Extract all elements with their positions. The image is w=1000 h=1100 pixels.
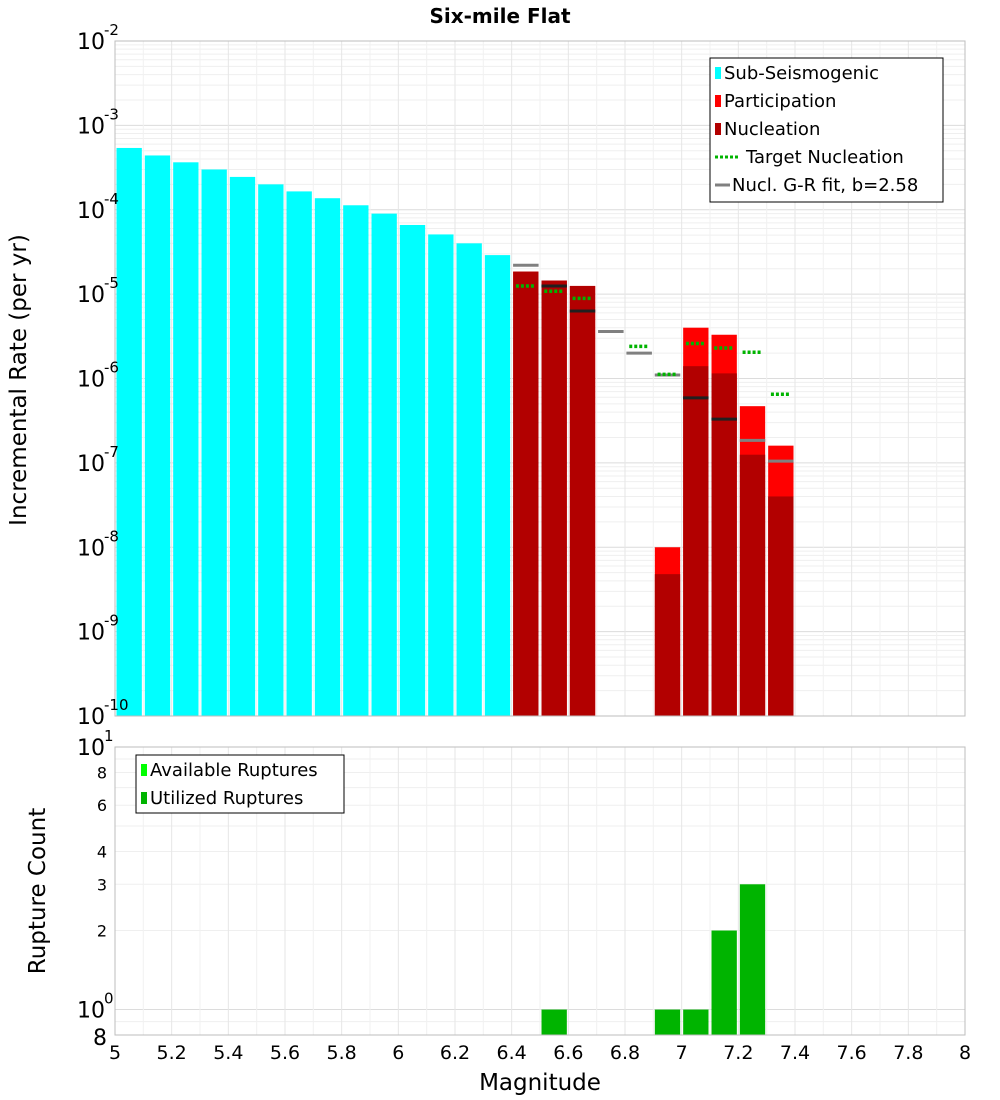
legend-swatch	[715, 123, 721, 135]
magnitude-axis-title: Magnitude	[479, 1070, 601, 1096]
legend-box	[709, 57, 944, 203]
x-tick-label: 7.4	[780, 1042, 810, 1064]
utilized-ruptures-bar	[739, 884, 766, 1035]
sub-seismogenic-bar	[116, 147, 142, 716]
plot-border	[114, 40, 966, 717]
rate-axis-title: Incremental Rate (per yr)	[6, 234, 32, 526]
sub-seismogenic-bar	[428, 234, 454, 716]
y-tick-exponent: -5	[104, 274, 119, 292]
sub-seismogenic-bar	[456, 243, 482, 717]
x-tick-label: 7.6	[837, 1042, 867, 1064]
utilized-ruptures-bar	[541, 1009, 567, 1035]
legend-swatch	[141, 764, 147, 776]
y-tick-exponent: -10	[104, 696, 129, 714]
legend-box	[135, 754, 345, 814]
utilized-ruptures-bar	[654, 1009, 681, 1035]
x-tick-label: 6.6	[553, 1042, 583, 1064]
y-tick-exponent: -7	[104, 443, 119, 461]
nucleation-bar	[569, 285, 596, 716]
utilized-ruptures-bar	[711, 930, 737, 1035]
nucleation-bar	[654, 574, 681, 716]
sub-seismogenic-bar	[343, 205, 369, 717]
sub-seismogenic-bar	[371, 213, 397, 717]
y-tick-label: 10	[77, 283, 105, 308]
sub-seismogenic-bar	[258, 184, 284, 717]
legend-swatch	[715, 95, 721, 107]
nucleation-bar	[768, 496, 794, 716]
y-tick-label: 8	[97, 763, 107, 782]
x-tick-label: 5	[109, 1042, 121, 1064]
y-tick-exponent: -6	[104, 359, 119, 377]
plot-border	[114, 746, 966, 1036]
y-tick-label: 10	[77, 114, 105, 139]
legend-label: Sub-Seismogenic	[724, 63, 879, 84]
rupture-count-axis-title: Rupture Count	[25, 808, 51, 974]
y-tick-label: 10	[77, 705, 105, 730]
nucleation-bar	[739, 454, 766, 716]
rate-panel: 10-210-310-410-510-610-710-810-910 -10Sub…	[77, 21, 966, 730]
legend-swatch	[715, 67, 721, 79]
x-tick-label: 5.8	[327, 1042, 357, 1064]
y-tick-label: 6	[97, 796, 107, 815]
nucleation-bar	[711, 373, 737, 716]
sub-seismogenic-bar	[173, 162, 199, 717]
x-tick-label: 6.2	[440, 1042, 470, 1064]
y-tick-label: 10	[77, 536, 105, 561]
y-tick-label: 10	[77, 452, 105, 477]
sub-seismogenic-bar	[314, 198, 341, 716]
y-tick-exponent: -4	[104, 190, 119, 208]
legend-label: Utilized Ruptures	[150, 788, 303, 809]
x-tick-label: 6.8	[610, 1042, 640, 1064]
chart-title: Six-mile Flat	[429, 4, 571, 28]
x-tick-label: 6	[392, 1042, 404, 1064]
y-tick-label: 10	[77, 30, 105, 55]
y-tick-label: 10	[77, 199, 105, 224]
x-tick-label: 7.2	[723, 1042, 753, 1064]
nucleation-bar	[541, 280, 567, 716]
legend-label: Participation	[724, 91, 836, 112]
y-tick-exponent: -9	[104, 612, 119, 630]
x-tick-label: 5.2	[157, 1042, 187, 1064]
y-tick-label: 4	[97, 842, 107, 861]
sub-seismogenic-bar	[399, 224, 426, 716]
x-tick-label: 5.4	[213, 1042, 243, 1064]
legend-label: Nucl. G-R fit, b=2.58	[732, 175, 918, 196]
sub-seismogenic-bar	[144, 155, 171, 716]
sub-seismogenic-bar	[201, 169, 227, 716]
nucleation-bar	[513, 271, 539, 716]
y-tick-label: 8	[93, 1026, 107, 1051]
sub-seismogenic-bar	[286, 191, 312, 717]
x-tick-label: 7.8	[893, 1042, 923, 1064]
y-tick-label: 10	[77, 621, 105, 646]
utilized-ruptures-bar	[683, 1009, 709, 1035]
x-tick-label: 8	[959, 1042, 971, 1064]
x-tick-label: 7	[676, 1042, 688, 1064]
legend-label: Target Nucleation	[745, 147, 904, 168]
sub-seismogenic-bar	[229, 176, 256, 716]
y-tick-exponent: -8	[104, 527, 119, 545]
legend-label: Available Ruptures	[150, 760, 318, 781]
y-tick-exponent: -3	[104, 105, 119, 123]
y-tick-exponent: 0	[104, 990, 114, 1008]
y-tick-label: 3	[97, 875, 107, 894]
y-tick-label: 10	[77, 368, 105, 393]
y-tick-label: 2	[97, 922, 107, 941]
nucleation-bar	[683, 366, 709, 716]
y-tick-label: 10	[77, 736, 105, 761]
sub-seismogenic-bar	[484, 255, 511, 716]
legend-swatch	[141, 792, 147, 804]
x-tick-label: 6.4	[497, 1042, 527, 1064]
legend-label: Nucleation	[724, 119, 820, 140]
y-tick-exponent: -2	[104, 21, 119, 39]
x-tick-label: 5.6	[270, 1042, 300, 1064]
y-tick-exponent: 1	[104, 727, 114, 745]
y-tick-label: 10	[77, 999, 105, 1024]
